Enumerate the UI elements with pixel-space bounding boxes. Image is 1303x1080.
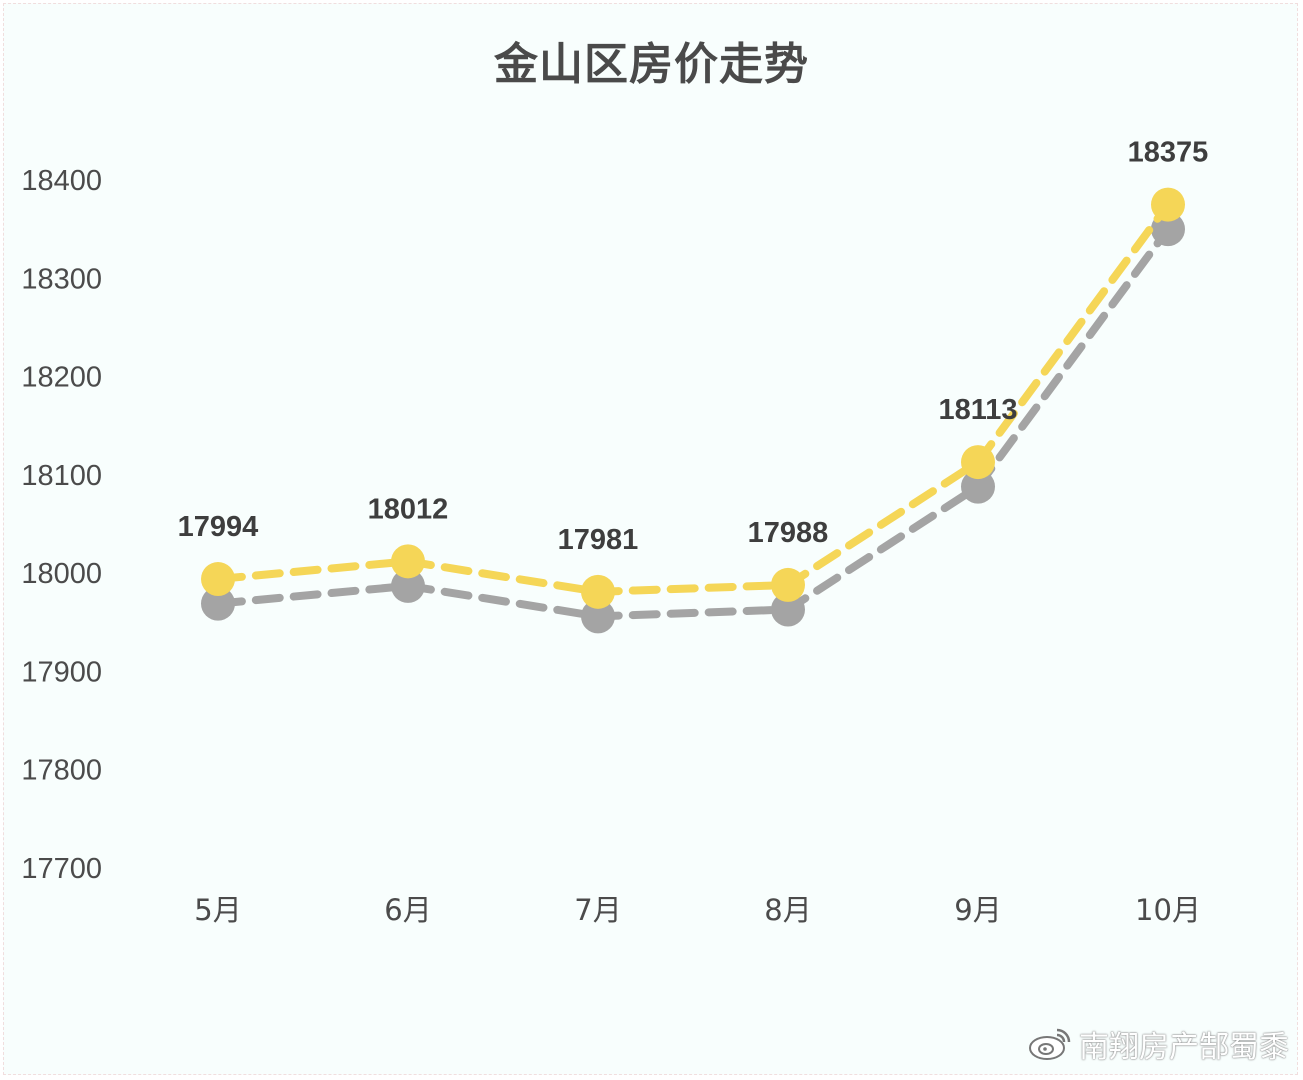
series-0 xyxy=(201,187,1185,609)
data-label: 18012 xyxy=(368,493,449,525)
data-label: 18375 xyxy=(1128,137,1209,169)
y-tick-label: 18100 xyxy=(21,460,102,492)
data-point xyxy=(1151,187,1185,222)
y-tick-label: 18300 xyxy=(21,263,102,295)
data-point xyxy=(771,567,805,602)
watermark-text: 南翔房产郜蜀黍 xyxy=(1079,1030,1289,1065)
weibo-icon xyxy=(1029,1028,1071,1060)
data-point xyxy=(581,574,615,609)
x-tick-label: 7月 xyxy=(574,893,621,927)
series-line xyxy=(214,225,1172,621)
chart-title: 金山区房价走势 xyxy=(494,39,809,90)
data-label: 17994 xyxy=(178,511,259,543)
x-tick-label: 8月 xyxy=(764,893,811,927)
y-tick-label: 18000 xyxy=(21,558,102,590)
data-label: 17988 xyxy=(748,517,829,549)
series-layer xyxy=(201,187,1185,634)
x-tick-label: 9月 xyxy=(954,893,1001,927)
y-tick-label: 18400 xyxy=(21,165,102,197)
series-line xyxy=(214,200,1172,596)
data-point xyxy=(391,568,425,603)
data-point xyxy=(391,544,425,579)
y-tick-label: 18200 xyxy=(21,362,102,394)
x-tick-label: 10月 xyxy=(1135,893,1201,927)
data-labels: 17994 18012 17981 17988 18113 18375 xyxy=(178,137,1209,556)
watermark: 南翔房产郜蜀黍 xyxy=(1027,1022,1289,1066)
data-point xyxy=(581,599,615,634)
series-1 xyxy=(201,212,1185,634)
data-point xyxy=(961,469,995,504)
data-point xyxy=(201,586,235,621)
data-point xyxy=(961,445,995,480)
data-point xyxy=(201,562,235,597)
y-tick-label: 17700 xyxy=(21,853,102,885)
chart-frame xyxy=(3,3,1298,1075)
y-tick-label: 17900 xyxy=(21,656,102,688)
data-label: 18113 xyxy=(938,394,1017,426)
x-axis: 5月 6月 7月 8月 9月 10月 xyxy=(194,893,1201,927)
y-tick-label: 17800 xyxy=(21,755,102,787)
y-axis: 17700 17800 17900 18000 18100 18200 18300 18400 xyxy=(21,165,102,885)
x-tick-label: 6月 xyxy=(384,893,431,927)
x-tick-label: 5月 xyxy=(194,893,241,927)
data-label: 17981 xyxy=(558,524,639,556)
data-point xyxy=(771,592,805,627)
